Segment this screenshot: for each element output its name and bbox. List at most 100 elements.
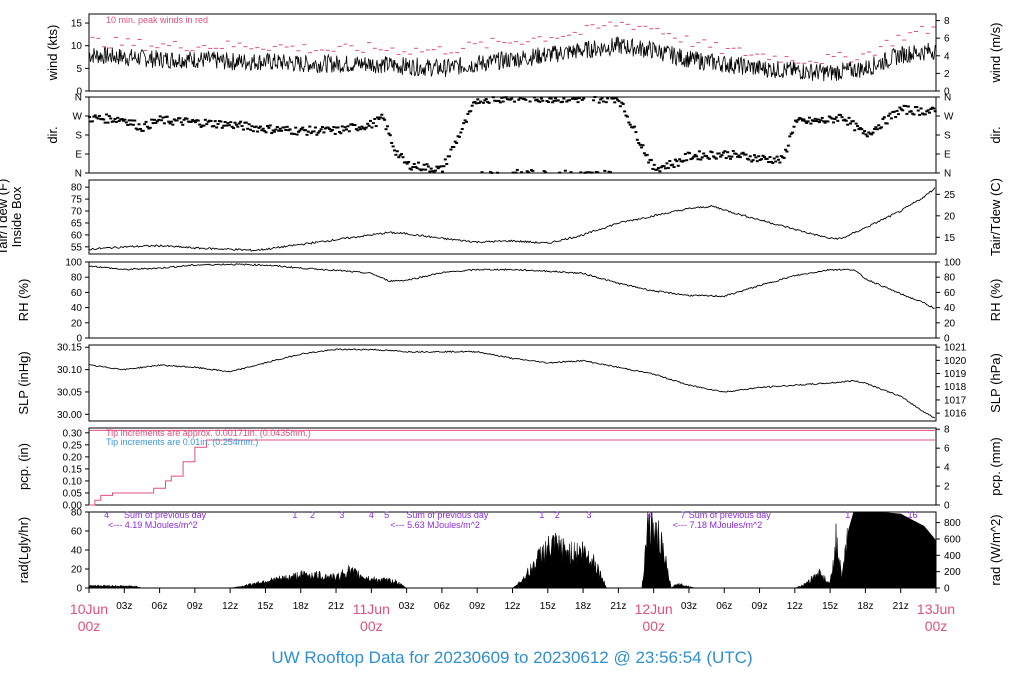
pcp-ylabel-left: pcp. (in): [16, 443, 31, 490]
pcp-left-tick-label: 0.30: [63, 428, 83, 439]
dir-left-tick-label: N: [75, 93, 82, 104]
pcp-left-tick-label: 0.05: [63, 488, 83, 499]
chart-title: UW Rooftop Data for 20230609 to 20230612…: [271, 648, 753, 667]
x-tick-label: 18z: [575, 601, 591, 612]
rh-right-tick-label: 80: [944, 273, 956, 284]
pcp-right-tick-label: 8: [944, 425, 950, 436]
rad-left-tick-label: 40: [71, 546, 83, 557]
rh-left-tick-label: 20: [71, 318, 83, 329]
rh-ylabel-right: RH (%): [988, 279, 1003, 322]
pcp-series: [89, 439, 936, 506]
pcp-right-tick-label: 2: [944, 482, 950, 493]
temp-right-tick-label: 25: [944, 190, 956, 201]
dir-left-tick-label: E: [75, 150, 82, 161]
wind-ylabel-right: wind (m/s): [988, 23, 1003, 84]
rad-left-tick-label: 60: [71, 527, 83, 538]
slp-right-tick-label: 1019: [944, 369, 967, 380]
temp-left-tick-label: 55: [71, 242, 83, 253]
rad-marker-11: 1: [845, 510, 850, 520]
temp-left-tick-label: 80: [71, 183, 83, 194]
slp-series: [89, 348, 936, 419]
rh-left-tick-label: 60: [71, 288, 83, 299]
rad-ylabel-left: rad(Lgly/hr): [16, 517, 31, 583]
x-tick-label: 21z: [893, 601, 909, 612]
wind-right-tick-label: 4: [944, 51, 950, 62]
temp-ylabel-left: Tair/Tdew (F): [0, 179, 10, 256]
rad-daily-value-0: <--- 4.19 MJoules/m^2: [108, 520, 198, 530]
rad-daily-label-2: Sum of previous day: [689, 510, 772, 520]
rad-marker-4: 4: [369, 510, 374, 520]
x-tick-label: 21z: [328, 601, 344, 612]
dir-left-tick-label: W: [73, 112, 83, 123]
rad-right-tick-label: 600: [944, 534, 961, 545]
panel-frame-temperature: [88, 179, 937, 255]
x-tick-label: 09z: [751, 601, 767, 612]
rad-marker-8: 3: [586, 510, 591, 520]
dir-left-tick-label: S: [75, 131, 82, 142]
wind-left-tick-label: 15: [71, 19, 83, 30]
temp-ylabel-right: Tair/Tdew (C): [988, 178, 1003, 256]
rh-left-tick-label: 100: [65, 258, 82, 269]
rh-right-tick-label: 100: [944, 258, 961, 269]
wind-mean-series: [88, 35, 936, 82]
x-tick-label: 21z: [610, 601, 626, 612]
rh-right-tick-label: 60: [944, 288, 956, 299]
panel-frame-pressure: [88, 344, 937, 422]
x-tick-label: 06z: [434, 601, 450, 612]
rad-marker-5: 5: [384, 510, 389, 520]
dir-right-tick-label: W: [944, 112, 954, 123]
rh-right-tick-label: 20: [944, 318, 956, 329]
x-day-time-0: 00z: [78, 618, 101, 634]
rad-left-tick-label: 20: [71, 565, 83, 576]
x-tick-label: 06z: [152, 601, 168, 612]
pcp-ylabel-right: pcp. (mm): [988, 437, 1003, 496]
x-day-label-1: 11Jun: [353, 601, 390, 617]
wind-left-tick-label: 10: [71, 41, 83, 52]
slp-right-tick-label: 1017: [944, 395, 967, 406]
rad-right-tick-label: 400: [944, 551, 961, 562]
dir-ylabel-left: dir.: [45, 126, 60, 143]
wind-left-tick-label: 5: [76, 64, 82, 75]
x-tick-label: 03z: [116, 601, 132, 612]
wind-right-tick-label: 2: [944, 69, 950, 80]
x-day-time-1: 00z: [360, 618, 383, 634]
temp-ylabel-left: Inside Box: [9, 186, 24, 247]
rh-left-tick-label: 0: [76, 334, 82, 345]
temp-series: [88, 187, 936, 252]
slp-right-tick-label: 1020: [944, 356, 967, 367]
x-tick-label: 03z: [399, 601, 415, 612]
rad-marker-9: 4: [648, 510, 653, 520]
temp-left-tick-label: 75: [71, 195, 83, 206]
dir-ylabel-right: dir.: [988, 126, 1003, 143]
temp-right-tick-label: 15: [944, 233, 956, 244]
rad-right-tick-label: 200: [944, 567, 961, 578]
x-tick-label: 09z: [469, 601, 485, 612]
rad-daily-label-1: Sum of previous day: [406, 510, 489, 520]
x-tick-label: 06z: [716, 601, 732, 612]
rad-ylabel-right: rad (W/m^2): [988, 514, 1003, 585]
rad-marker-12: 16: [907, 510, 917, 520]
dir-right-tick-label: N: [944, 93, 951, 104]
x-tick-label: 18z: [293, 601, 309, 612]
x-tick-label: 09z: [187, 601, 203, 612]
rh-ylabel-left: RH (%): [16, 279, 31, 322]
rad-marker-6: 1: [539, 510, 544, 520]
panel-frame-radiation: [88, 511, 937, 589]
pcp-right-tick-label: 6: [944, 444, 950, 455]
wind-right-tick-label: 8: [944, 16, 950, 27]
panel-frame-humidity: [88, 261, 937, 339]
rad-marker-7: 2: [555, 510, 560, 520]
rad-marker-3: 3: [339, 510, 344, 520]
x-day-time-3: 00z: [925, 618, 948, 634]
pcp-left-tick-label: 0.25: [63, 440, 83, 451]
slp-right-tick-label: 1016: [944, 409, 967, 420]
rh-series: [88, 263, 935, 310]
rh-right-tick-label: 0: [944, 334, 950, 345]
rad-left-tick-label: 0: [76, 584, 82, 595]
temp-right-tick-label: 20: [944, 211, 956, 222]
rad-marker-1: 1: [292, 510, 297, 520]
rad-daily-label-0: Sum of previous day: [124, 510, 207, 520]
slp-ylabel-right: SLP (hPa): [988, 353, 1003, 413]
slp-left-tick-label: 30.15: [57, 343, 82, 354]
rad-left-tick-label: 80: [71, 508, 83, 519]
